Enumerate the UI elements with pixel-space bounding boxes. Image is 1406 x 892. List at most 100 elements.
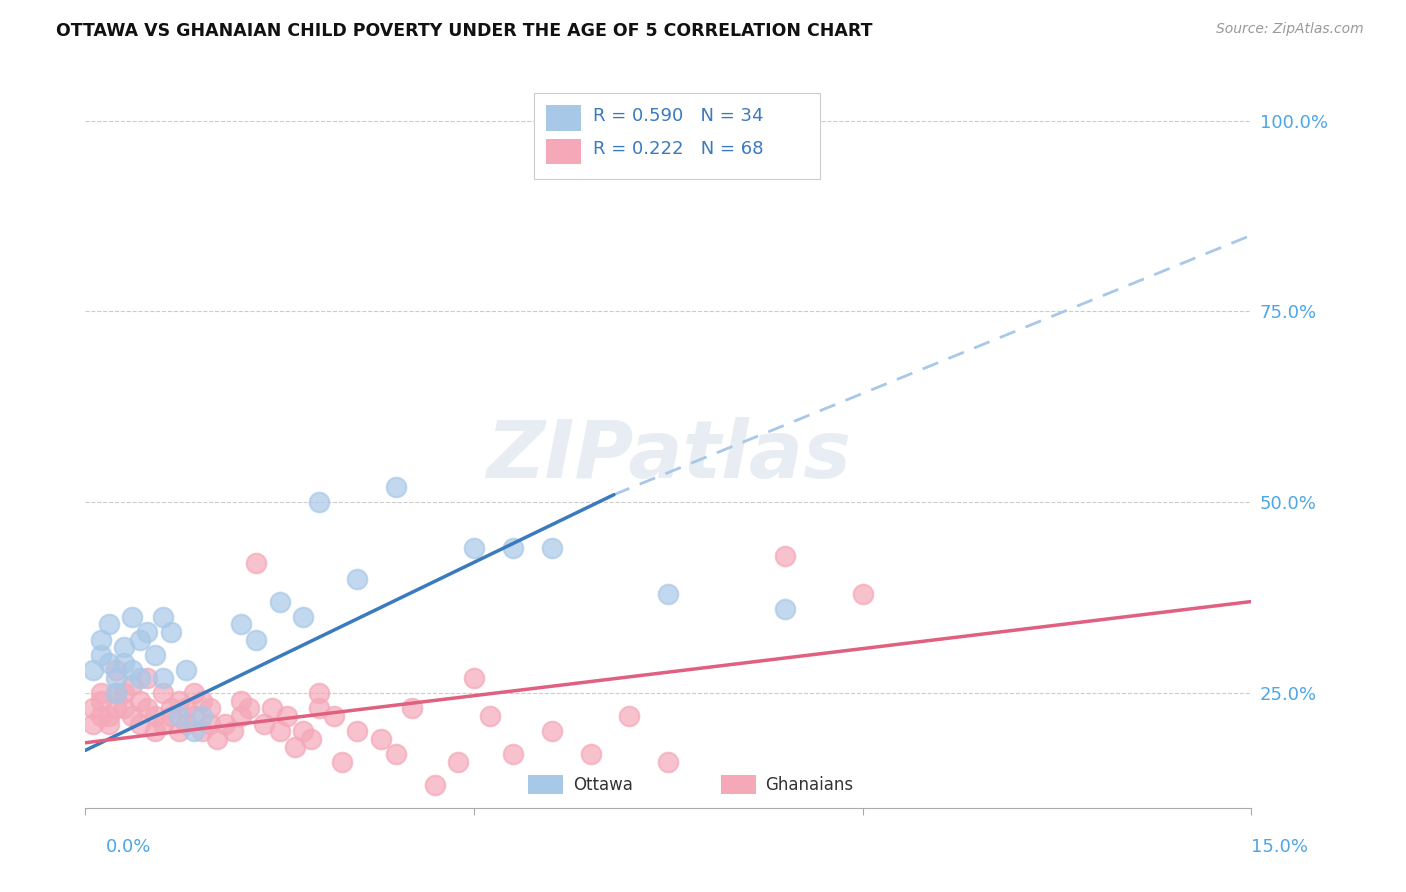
Point <box>128 694 150 708</box>
Point <box>276 709 298 723</box>
Point <box>401 701 423 715</box>
Point <box>97 716 120 731</box>
Point <box>105 671 128 685</box>
Text: ZIPatlas: ZIPatlas <box>486 417 851 495</box>
Point <box>346 572 368 586</box>
Point <box>167 694 190 708</box>
Point <box>152 609 174 624</box>
Point <box>152 716 174 731</box>
FancyBboxPatch shape <box>546 105 581 130</box>
Point <box>463 671 485 685</box>
Point <box>105 686 128 700</box>
Point <box>105 686 128 700</box>
Point <box>852 587 875 601</box>
Point <box>97 656 120 670</box>
Point <box>447 755 470 769</box>
Point <box>207 731 229 746</box>
Point <box>222 724 245 739</box>
Point <box>112 686 135 700</box>
Point <box>540 724 562 739</box>
Point <box>385 480 408 494</box>
Point <box>128 671 150 685</box>
Point <box>183 686 205 700</box>
Point <box>229 694 252 708</box>
Point <box>90 648 112 662</box>
Text: Ghanaians: Ghanaians <box>765 776 853 794</box>
Point <box>167 709 190 723</box>
Text: 15.0%: 15.0% <box>1250 838 1308 856</box>
Point <box>478 709 501 723</box>
Point <box>176 701 198 715</box>
Point <box>198 701 221 715</box>
Text: R = 0.222   N = 68: R = 0.222 N = 68 <box>592 140 763 159</box>
Point <box>619 709 641 723</box>
Point <box>260 701 283 715</box>
Point <box>90 709 112 723</box>
Point <box>128 632 150 647</box>
Text: R = 0.590   N = 34: R = 0.590 N = 34 <box>592 107 763 125</box>
Point <box>284 739 307 754</box>
Point <box>579 747 602 761</box>
Point <box>97 617 120 632</box>
Point <box>82 663 104 677</box>
Point <box>191 724 214 739</box>
Point <box>136 701 159 715</box>
Point <box>463 541 485 555</box>
Point <box>82 716 104 731</box>
Point <box>502 541 524 555</box>
Point <box>112 701 135 715</box>
Point <box>121 709 143 723</box>
Point <box>159 709 181 723</box>
Point <box>136 625 159 640</box>
Point <box>330 755 353 769</box>
Point <box>238 701 260 715</box>
Point <box>143 709 166 723</box>
Point <box>112 640 135 655</box>
FancyBboxPatch shape <box>721 775 756 794</box>
Point <box>245 632 267 647</box>
Point <box>346 724 368 739</box>
Point <box>253 716 276 731</box>
Point <box>229 709 252 723</box>
Point <box>502 747 524 761</box>
FancyBboxPatch shape <box>529 775 564 794</box>
Text: Ottawa: Ottawa <box>572 776 633 794</box>
Point <box>291 609 314 624</box>
Point <box>198 716 221 731</box>
Text: Source: ZipAtlas.com: Source: ZipAtlas.com <box>1216 22 1364 37</box>
Point <box>214 716 236 731</box>
Point <box>90 694 112 708</box>
Point <box>308 686 330 700</box>
Point <box>385 747 408 761</box>
Point <box>176 716 198 731</box>
Point <box>136 671 159 685</box>
Text: 0.0%: 0.0% <box>105 838 150 856</box>
FancyBboxPatch shape <box>534 94 820 179</box>
Point <box>121 678 143 692</box>
Point <box>176 663 198 677</box>
Point <box>657 587 679 601</box>
Point <box>183 724 205 739</box>
Point <box>291 724 314 739</box>
Point <box>143 648 166 662</box>
Point <box>82 701 104 715</box>
Point <box>773 602 796 616</box>
Point <box>121 663 143 677</box>
Point <box>97 709 120 723</box>
Point <box>90 686 112 700</box>
Point <box>269 594 291 608</box>
Point <box>308 495 330 509</box>
Text: OTTAWA VS GHANAIAN CHILD POVERTY UNDER THE AGE OF 5 CORRELATION CHART: OTTAWA VS GHANAIAN CHILD POVERTY UNDER T… <box>56 22 873 40</box>
Point <box>245 557 267 571</box>
Point <box>191 709 214 723</box>
Point <box>191 694 214 708</box>
Point <box>540 541 562 555</box>
Point <box>711 113 734 128</box>
Point <box>90 632 112 647</box>
Point <box>323 709 346 723</box>
Point <box>269 724 291 739</box>
Point <box>152 671 174 685</box>
Point <box>112 656 135 670</box>
Point <box>128 716 150 731</box>
Point <box>773 549 796 563</box>
